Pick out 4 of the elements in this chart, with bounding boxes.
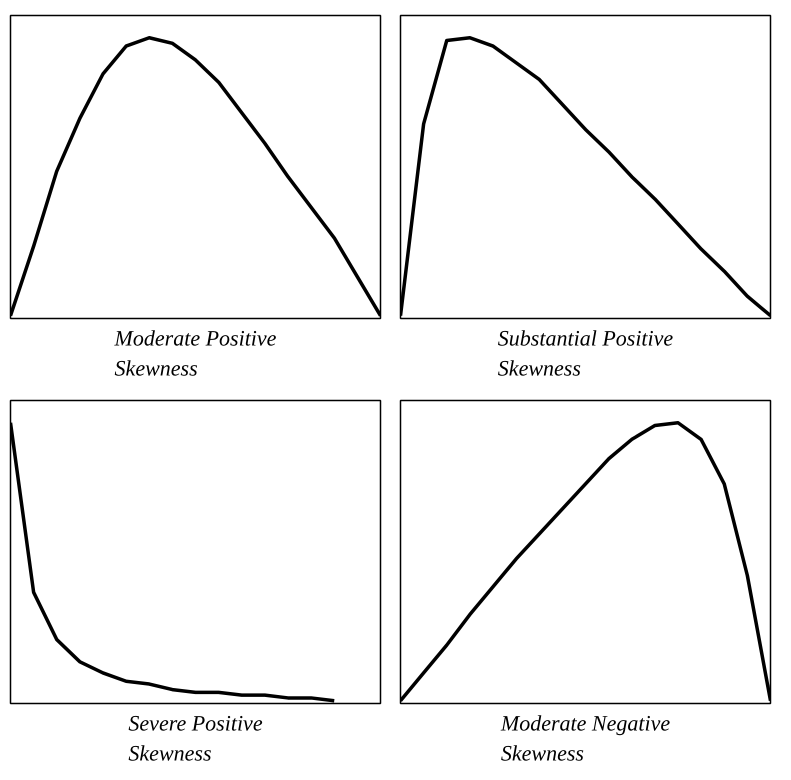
text: Moderate Positive Skewness bbox=[114, 326, 277, 380]
text: Substantial Positive Skewness bbox=[498, 326, 674, 380]
text: Severe Positive Skewness bbox=[128, 710, 263, 766]
text: Moderate Negative Skewness bbox=[500, 710, 670, 766]
